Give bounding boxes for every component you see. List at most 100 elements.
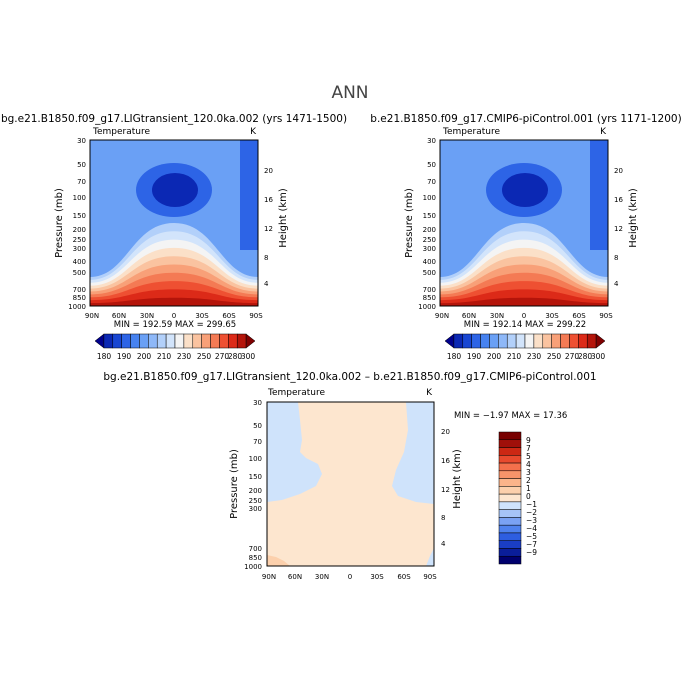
colorbar-box bbox=[569, 333, 579, 349]
y-tick: 150 bbox=[73, 212, 86, 220]
x-tick: 60N bbox=[112, 312, 126, 320]
colorbar-label: 4 bbox=[526, 460, 531, 469]
x-tick: 90N bbox=[85, 312, 99, 320]
y-tick: 70 bbox=[77, 178, 86, 186]
x-tick: 60S bbox=[397, 573, 411, 581]
colorbar-box bbox=[551, 333, 561, 349]
colorbar-box bbox=[524, 333, 535, 349]
colorbar-box bbox=[498, 455, 522, 464]
colorbar-label: 2 bbox=[526, 476, 531, 485]
y-tick: 400 bbox=[73, 258, 86, 266]
colorbar-box bbox=[112, 333, 122, 349]
diff-positive-sfc bbox=[267, 555, 290, 566]
x-tick: 60S bbox=[222, 312, 236, 320]
colorbar-box bbox=[471, 333, 481, 349]
variable-label: Temperature bbox=[92, 127, 150, 137]
colorbar-labels: 9 7 5 4 3 2 1 0 −1 −2 −3 −4 −5 −7 −9 bbox=[526, 436, 537, 557]
colorbar-box bbox=[219, 333, 229, 349]
contour-band bbox=[440, 297, 608, 306]
colorbar-box bbox=[228, 333, 238, 349]
colorbar-label: 180 bbox=[97, 352, 112, 361]
x-tick: 30S bbox=[370, 573, 384, 581]
colorbar-box bbox=[498, 517, 522, 526]
y2-tick: 20 bbox=[441, 428, 450, 436]
y-tick: 850 bbox=[423, 294, 436, 302]
x-tick: 60N bbox=[288, 573, 302, 581]
plot-frame bbox=[266, 401, 435, 567]
colorbar bbox=[444, 333, 606, 349]
y2-tick: 4 bbox=[441, 540, 446, 548]
y2-tick: 20 bbox=[264, 167, 273, 175]
colorbar-label: 300 bbox=[241, 352, 256, 361]
y2-ticks: 20 16 12 8 4 bbox=[441, 428, 450, 548]
colorbar-label: 3 bbox=[526, 468, 531, 477]
diff-negative-left bbox=[267, 402, 322, 502]
y-tick: 100 bbox=[249, 455, 262, 463]
colorbar-box bbox=[480, 333, 490, 349]
y2-tick: 16 bbox=[264, 196, 273, 204]
colorbar-label: 9 bbox=[526, 436, 531, 445]
x-tick: 90N bbox=[435, 312, 449, 320]
y-tick: 70 bbox=[253, 438, 262, 446]
y-tick: 700 bbox=[423, 286, 436, 294]
y-axis-label: Pressure (mb) bbox=[404, 188, 415, 258]
colorbar-label: 230 bbox=[177, 352, 192, 361]
colorbar-label: 210 bbox=[507, 352, 522, 361]
colorbar-label: 1 bbox=[526, 484, 531, 493]
x-tick: 60S bbox=[572, 312, 586, 320]
x-ticks: 90N 60N 30N 0 30S 60S 90S bbox=[435, 312, 613, 320]
colorbar-label: 190 bbox=[117, 352, 132, 361]
y2-tick: 8 bbox=[441, 514, 445, 522]
panel-title: bg.e21.B1850.f09_g17.LIGtransient_120.0k… bbox=[1, 113, 347, 125]
y2-tick: 16 bbox=[614, 196, 623, 204]
colorbar-box bbox=[139, 333, 149, 349]
y-tick: 1000 bbox=[68, 303, 86, 311]
colorbar-box bbox=[498, 478, 522, 487]
colorbar-label: 300 bbox=[591, 352, 606, 361]
y-tick: 850 bbox=[73, 294, 86, 302]
contour-bands bbox=[440, 140, 608, 306]
x-tick: 30S bbox=[545, 312, 559, 320]
y-tick: 30 bbox=[77, 137, 86, 145]
y-axis-label: Pressure (mb) bbox=[54, 188, 65, 258]
x-tick: 90S bbox=[249, 312, 263, 320]
y-tick: 250 bbox=[249, 497, 262, 505]
colorbar-label: 200 bbox=[487, 352, 502, 361]
colorbar-box bbox=[130, 333, 140, 349]
colorbar-box bbox=[498, 524, 522, 534]
min-max-label: MIN = 192.59 MAX = 299.65 bbox=[114, 320, 236, 330]
colorbar-box bbox=[498, 486, 522, 495]
colorbar-label: −5 bbox=[526, 532, 537, 541]
colorbar-box bbox=[498, 333, 508, 349]
colorbar-box bbox=[489, 333, 499, 349]
colorbar-label: 7 bbox=[526, 444, 531, 453]
colorbar-label: −4 bbox=[526, 524, 537, 533]
x-tick: 90S bbox=[423, 573, 437, 581]
y2-axis-label: Height (km) bbox=[628, 188, 639, 248]
colorbar-label: 270 bbox=[215, 352, 230, 361]
polar-cold-column bbox=[590, 140, 608, 250]
colorbar-box bbox=[498, 540, 522, 549]
colorbar-box bbox=[94, 333, 105, 349]
x-ticks: 90N 60N 30N 0 30S 60S 90S bbox=[262, 573, 437, 581]
polar-cold-column bbox=[240, 140, 258, 250]
colorbar-box bbox=[453, 333, 464, 349]
panel-picontrol-temperature: b.e21.B1850.f09_g17.CMIP6-piControl.001 … bbox=[370, 113, 681, 361]
panel-title: b.e21.B1850.f09_g17.CMIP6-piControl.001 … bbox=[370, 113, 681, 125]
y-tick: 500 bbox=[423, 269, 436, 277]
colorbar-box bbox=[498, 462, 522, 472]
colorbar bbox=[94, 333, 256, 349]
colorbar-label: −7 bbox=[526, 540, 537, 549]
y-tick: 300 bbox=[249, 505, 262, 513]
panel-lig-temperature: bg.e21.B1850.f09_g17.LIGtransient_120.0k… bbox=[1, 113, 347, 361]
y2-ticks: 20 16 12 8 4 bbox=[614, 167, 623, 288]
y-tick: 100 bbox=[423, 194, 436, 202]
colorbar-label: 200 bbox=[137, 352, 152, 361]
y2-tick: 12 bbox=[614, 225, 623, 233]
x-tick: 90S bbox=[599, 312, 613, 320]
colorbar-box bbox=[498, 439, 522, 448]
contour-field bbox=[267, 402, 434, 566]
colorbar-label: 250 bbox=[197, 352, 212, 361]
y2-tick: 4 bbox=[614, 280, 619, 288]
variable-label: Temperature bbox=[267, 388, 325, 398]
